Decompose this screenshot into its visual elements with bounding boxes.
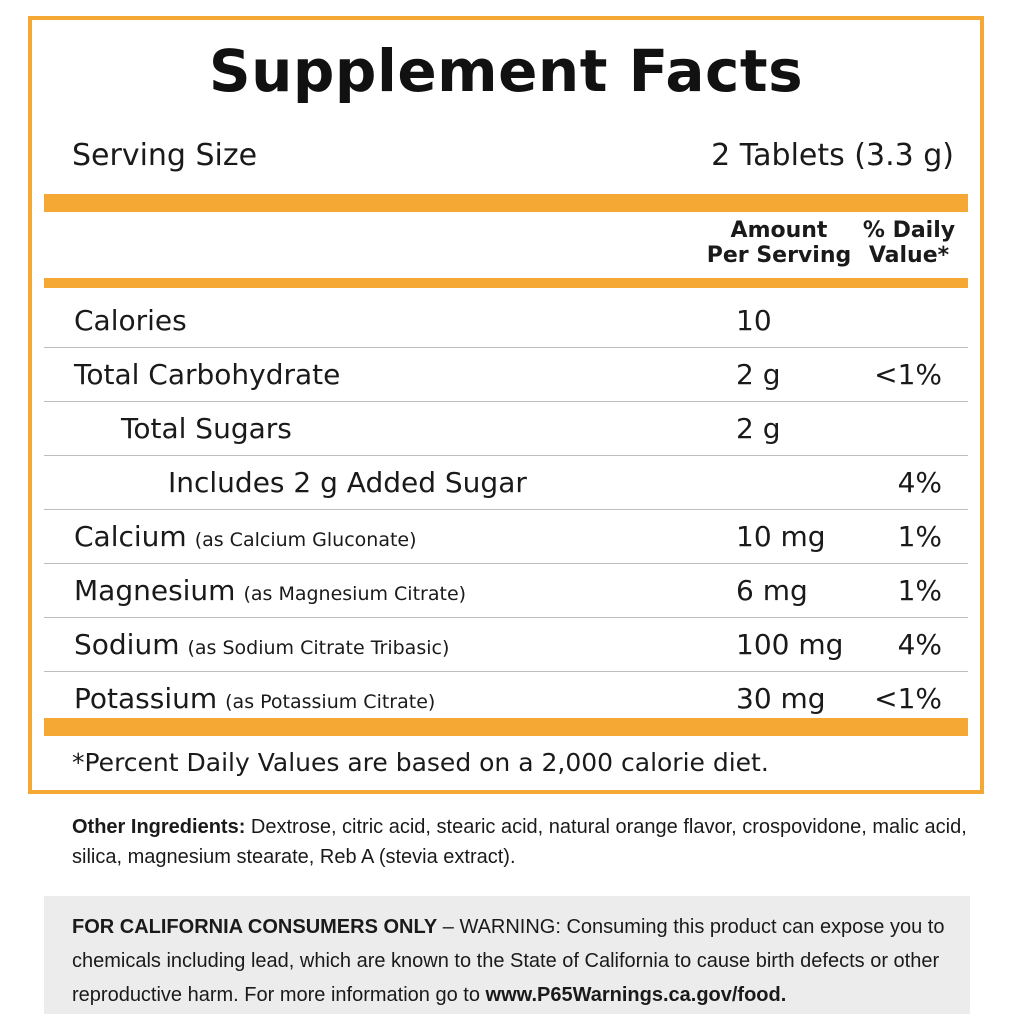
- nutrient-daily-value: 4%: [897, 466, 942, 499]
- warning-text: – WARNING: Consuming this product can ex…: [72, 916, 945, 1006]
- nutrient-row-calories: Calories 10: [44, 294, 968, 348]
- nutrient-amount: 100 mg: [736, 628, 844, 661]
- top-accent-bar: [44, 194, 968, 212]
- warning-label: FOR CALIFORNIA CONSUMERS ONLY: [72, 916, 438, 938]
- nutrient-amount: 2 g: [736, 358, 781, 391]
- amount-header-line2: Per Serving: [706, 243, 852, 268]
- daily-value-footnote: *Percent Daily Values are based on a 2,0…: [72, 748, 769, 777]
- nutrient-name: Calcium (as Calcium Gluconate): [74, 520, 417, 553]
- nutrient-amount: 10: [736, 304, 772, 337]
- nutrient-source: (as Potassium Citrate): [225, 691, 436, 713]
- california-warning: FOR CALIFORNIA CONSUMERS ONLY – WARNING:…: [44, 896, 970, 1014]
- bottom-accent-bar: [44, 718, 968, 736]
- nutrient-amount: 6 mg: [736, 574, 808, 607]
- nutrient-source: (as Sodium Citrate Tribasic): [187, 637, 450, 659]
- nutrient-row-sodium: Sodium (as Sodium Citrate Tribasic) 100 m…: [44, 618, 968, 672]
- other-ingredients: Other Ingredients: Dextrose, citric acid…: [72, 812, 972, 872]
- serving-size-label: Serving Size: [72, 138, 258, 173]
- serving-size-row: Serving Size 2 Tablets (3.3 g): [72, 138, 954, 174]
- nutrient-name: Potassium (as Potassium Citrate): [74, 682, 436, 715]
- serving-size-value: 2 Tablets (3.3 g): [711, 138, 954, 173]
- supplement-facts-panel: Supplement Facts Serving Size 2 Tablets …: [28, 16, 984, 794]
- other-ingredients-text: Dextrose, citric acid, stearic acid, nat…: [72, 816, 967, 868]
- nutrient-name: Calories: [74, 304, 187, 337]
- dv-header-line1: % Daily: [862, 218, 956, 243]
- nutrient-row-total-sugars: Total Sugars 2 g: [44, 402, 968, 456]
- nutrient-row-calcium: Calcium (as Calcium Gluconate) 10 mg 1%: [44, 510, 968, 564]
- nutrient-source: (as Calcium Gluconate): [194, 529, 417, 551]
- nutrient-name: Magnesium (as Magnesium Citrate): [74, 574, 467, 607]
- nutrient-amount: 10 mg: [736, 520, 826, 553]
- daily-value-header: % Daily Value*: [854, 218, 964, 268]
- warning-link: www.P65Warnings.ca.gov/food.: [485, 984, 787, 1006]
- supplement-facts-title: Supplement Facts: [208, 37, 804, 105]
- nutrient-source: (as Magnesium Citrate): [243, 583, 467, 605]
- nutrient-amount: 30 mg: [736, 682, 826, 715]
- nutrient-name: Total Carbohydrate: [74, 358, 341, 391]
- nutrient-row-added-sugar: Includes 2 g Added Sugar 4%: [44, 456, 968, 510]
- nutrient-name: Sodium (as Sodium Citrate Tribasic): [74, 628, 450, 661]
- amount-header-line1: Amount: [730, 218, 828, 243]
- nutrient-name: Includes 2 g Added Sugar: [168, 466, 527, 499]
- dv-header-line2: Value*: [868, 243, 950, 268]
- amount-per-serving-header: Amount Per Serving: [704, 218, 854, 268]
- nutrient-row-potassium: Potassium (as Potassium Citrate) 30 mg <1…: [44, 672, 968, 725]
- header-accent-bar: [44, 278, 968, 288]
- nutrient-daily-value: <1%: [874, 682, 942, 715]
- nutrient-daily-value: <1%: [874, 358, 942, 391]
- nutrient-daily-value: 1%: [897, 574, 942, 607]
- nutrient-daily-value: 4%: [897, 628, 942, 661]
- nutrient-amount: 2 g: [736, 412, 781, 445]
- nutrient-name: Total Sugars: [121, 412, 292, 445]
- other-ingredients-label: Other Ingredients:: [72, 816, 246, 838]
- nutrient-row-magnesium: Magnesium (as Magnesium Citrate) 6 mg 1%: [44, 564, 968, 618]
- nutrient-daily-value: 1%: [897, 520, 942, 553]
- nutrient-table: Calories 10 Total Carbohydrate 2 g <1% T…: [44, 294, 968, 725]
- nutrient-row-total-carbohydrate: Total Carbohydrate 2 g <1%: [44, 348, 968, 402]
